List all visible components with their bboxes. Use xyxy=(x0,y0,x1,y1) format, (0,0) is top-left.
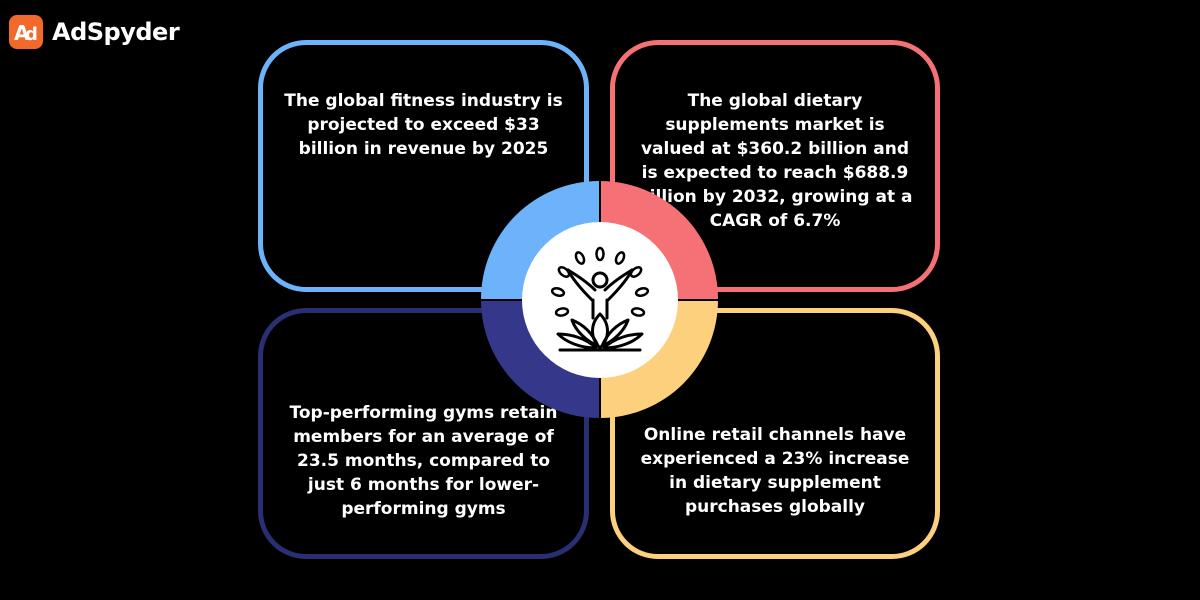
stat-text-online-retail: Online retail channels have experienced … xyxy=(640,425,910,517)
lotus-wellness-icon xyxy=(550,246,650,352)
brand-name: AdSpyder xyxy=(52,18,180,46)
stat-text-gym-retention: Top-performing gyms retain members for a… xyxy=(289,403,558,519)
stat-text-fitness-industry: The global fitness industry is projected… xyxy=(284,91,563,159)
stat-card-dietary-supplements-market: The global dietary supplements market is… xyxy=(610,40,940,292)
brand-logo: A d AdSpyder xyxy=(9,15,180,49)
stat-text-dietary-supplements-market: The global dietary supplements market is… xyxy=(637,91,913,231)
svg-text:d: d xyxy=(25,24,38,44)
svg-text:A: A xyxy=(14,21,30,44)
adspyder-logo-icon: A d xyxy=(9,15,43,49)
center-emblem xyxy=(522,222,678,378)
